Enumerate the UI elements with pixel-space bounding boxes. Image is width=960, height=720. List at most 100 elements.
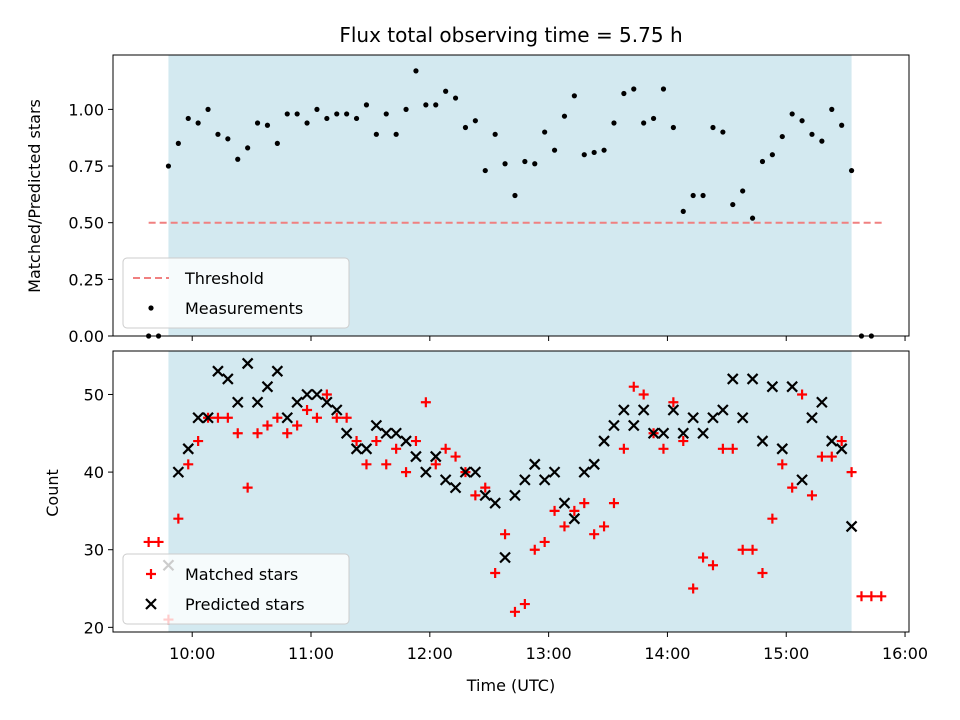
- x-tick-label: 12:00: [407, 644, 453, 663]
- legend-box: [122, 257, 350, 329]
- measurement-point: [680, 208, 686, 214]
- measurement-point: [591, 149, 597, 156]
- predicted-star-point: [736, 411, 749, 424]
- count-axis-title: Count: [43, 469, 62, 517]
- predicted-star-point: [469, 466, 482, 478]
- matched-star-point: [272, 412, 283, 423]
- legend-label: Measurements: [185, 299, 303, 318]
- matched-star-point: [371, 436, 382, 447]
- predicted-star-point: [667, 404, 680, 416]
- matched-star-point: [500, 529, 511, 540]
- plot-frame: [112, 350, 910, 633]
- matched-star-point: [529, 544, 540, 555]
- matched-star-point: [420, 397, 431, 408]
- predicted-star-point: [281, 411, 294, 424]
- predicted-star-point: [657, 427, 670, 440]
- matched-star-point: [688, 583, 699, 594]
- measurement-point: [819, 138, 825, 144]
- measurement-point: [730, 201, 736, 208]
- predicted-star-point: [321, 396, 333, 409]
- matched-star-point: [757, 568, 768, 579]
- predicted-star-point: [637, 404, 650, 416]
- measurement-point: [363, 102, 370, 108]
- measurement-point: [740, 188, 746, 194]
- matched-star-point: [698, 552, 709, 563]
- plot-frame: [112, 54, 910, 337]
- matched-star-point: [410, 436, 421, 447]
- measurement-point: [264, 122, 271, 128]
- predicted-star-point: [806, 411, 818, 424]
- predicted-star-point: [528, 458, 541, 471]
- matched-star-point: [836, 436, 847, 447]
- measurement-point: [542, 129, 548, 135]
- predicted-star-point: [212, 365, 224, 377]
- predicted-star-point: [548, 466, 561, 478]
- matched-star-point: [331, 412, 342, 423]
- measurement-point: [551, 147, 558, 153]
- matched-star-point: [569, 505, 580, 516]
- time-axis-title: Time (UTC): [466, 676, 555, 695]
- predicted-star-point: [627, 419, 640, 432]
- predicted-star-point: [172, 466, 185, 478]
- measurement-point: [284, 111, 290, 117]
- matched-star-point: [747, 544, 758, 555]
- matched-star-point: [628, 381, 639, 392]
- y-tick-label: 0.25: [68, 270, 104, 289]
- legend-predicted-swatch: [145, 598, 157, 610]
- measurement-point: [809, 131, 815, 137]
- matched-star-point: [222, 412, 233, 423]
- measurement-point: [254, 120, 261, 126]
- y-tick-label: 30: [84, 541, 104, 560]
- matched-star-point: [430, 459, 441, 470]
- measurement-point: [274, 140, 280, 146]
- measurement-point: [799, 118, 805, 124]
- matched-star-point: [143, 536, 154, 547]
- predicted-star-point: [687, 411, 699, 424]
- measurement-point: [225, 136, 231, 142]
- measurement-point: [383, 111, 389, 117]
- x-tick-label: 11:00: [288, 644, 334, 663]
- predicted-star-point: [192, 411, 204, 424]
- matched-star-point: [856, 591, 867, 602]
- predicted-star-point: [301, 388, 313, 401]
- measurement-point: [205, 106, 211, 112]
- matched-star-point: [212, 412, 223, 423]
- predicted-star-point: [271, 365, 284, 377]
- measurement-point: [215, 131, 221, 137]
- matched-star-point: [242, 482, 253, 493]
- measurement-point: [749, 215, 756, 221]
- measurement-point: [344, 111, 350, 117]
- measurement-point: [611, 120, 617, 126]
- predicted-star-point: [509, 489, 521, 502]
- matched-star-point: [391, 443, 402, 454]
- measurement-point: [720, 129, 726, 135]
- predicted-star-point: [261, 380, 274, 393]
- matched-star-point: [846, 467, 857, 478]
- measurement-point: [294, 111, 300, 117]
- matched-star-point: [668, 397, 679, 408]
- predicted-star-point: [756, 435, 769, 447]
- matched-star-point: [282, 428, 293, 439]
- legend-label: Matched stars: [185, 565, 298, 584]
- matched-star-point: [341, 412, 352, 423]
- measurement-point: [492, 131, 498, 137]
- y-tick-label: 0.50: [68, 214, 104, 233]
- matched-star-point: [787, 482, 798, 493]
- measurement-point: [660, 86, 667, 92]
- matched-star-point: [737, 544, 748, 555]
- matched-star-point: [816, 451, 827, 462]
- predicted-star-point: [726, 373, 739, 385]
- matched-star-point: [767, 513, 778, 524]
- predicted-star-point: [439, 474, 452, 486]
- predicted-star-point: [410, 450, 422, 463]
- predicted-star-point: [578, 466, 591, 478]
- matched-star-point: [440, 443, 451, 454]
- measurement-point: [353, 115, 360, 122]
- matched-star-point: [797, 389, 808, 400]
- measurement-point: [601, 147, 607, 153]
- measurement-point: [571, 93, 577, 99]
- measurement-point: [195, 120, 201, 126]
- legend-label: Threshold: [184, 269, 264, 288]
- y-tick-label: 20: [84, 618, 104, 637]
- matched-star-point: [717, 443, 728, 454]
